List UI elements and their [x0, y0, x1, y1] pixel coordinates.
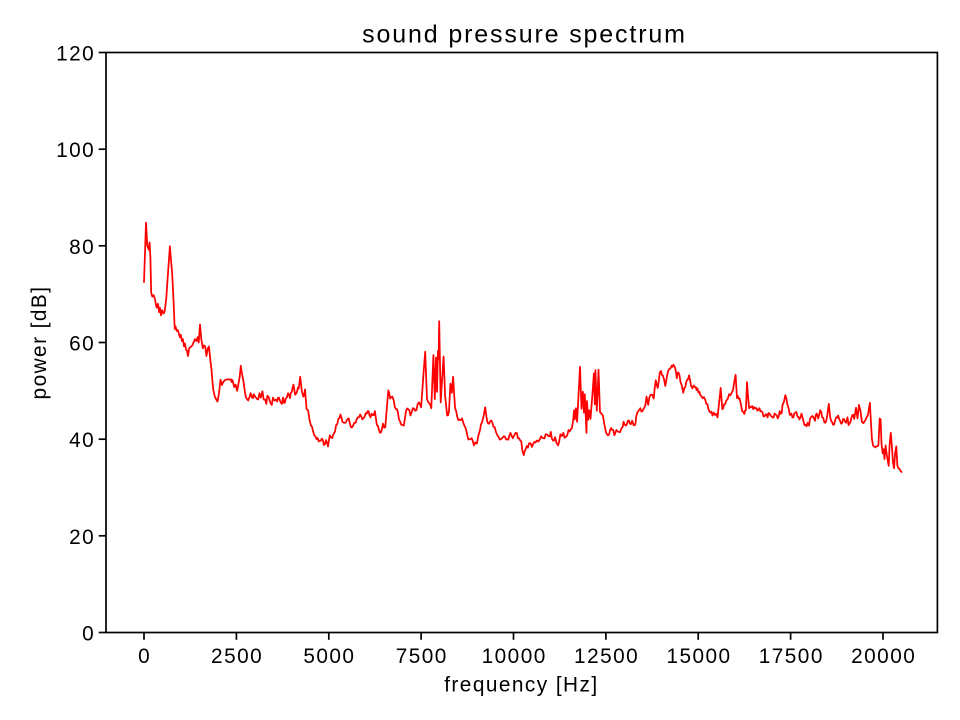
svg-text:60: 60: [69, 333, 95, 356]
svg-text:20000: 20000: [851, 645, 916, 668]
svg-text:sound pressure spectrum: sound pressure spectrum: [362, 21, 687, 49]
svg-text:20: 20: [69, 526, 95, 549]
svg-text:0: 0: [138, 645, 151, 668]
svg-text:power [dB]: power [dB]: [28, 286, 51, 400]
svg-text:17500: 17500: [759, 645, 824, 668]
svg-text:15000: 15000: [666, 645, 731, 668]
svg-text:80: 80: [69, 236, 95, 259]
svg-text:40: 40: [69, 429, 95, 452]
svg-text:12500: 12500: [574, 645, 639, 668]
svg-text:120: 120: [56, 43, 95, 66]
svg-text:0: 0: [82, 623, 95, 646]
svg-text:frequency [Hz]: frequency [Hz]: [444, 673, 598, 696]
svg-text:5000: 5000: [303, 645, 355, 668]
svg-text:10000: 10000: [482, 645, 547, 668]
svg-text:2500: 2500: [211, 645, 263, 668]
svg-text:7500: 7500: [396, 645, 448, 668]
svg-text:100: 100: [56, 139, 95, 162]
